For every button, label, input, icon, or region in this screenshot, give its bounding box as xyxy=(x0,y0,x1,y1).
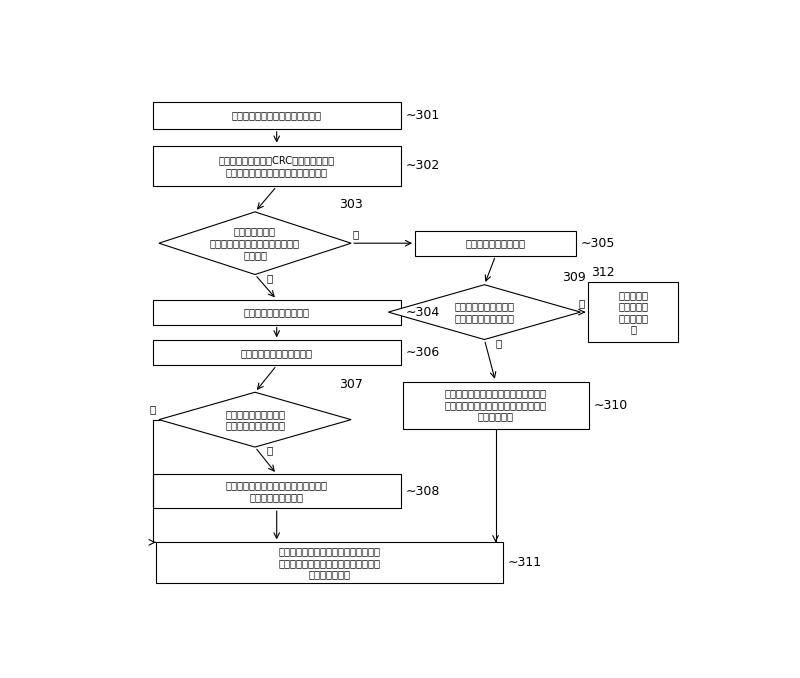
Text: 否: 否 xyxy=(352,229,358,239)
Text: 确定链路连接状态不稳定: 确定链路连接状态不稳定 xyxy=(244,307,310,317)
Text: ∼301: ∼301 xyxy=(406,108,440,122)
Text: 判断当前链路能力是否
为最高级别的链路能力: 判断当前链路能力是否 为最高级别的链路能力 xyxy=(454,301,514,323)
Text: 对链路检测报文进行CRC，并在预设时间
内统计发生错误的链路检测报文的数目: 对链路检测报文进行CRC，并在预设时间 内统计发生错误的链路检测报文的数目 xyxy=(218,155,334,177)
Text: ∼306: ∼306 xyxy=(406,346,440,359)
Polygon shape xyxy=(388,285,581,340)
Text: 重新根据最高连接链路能力与对端设备
进行自动协商，以重新建立链路连接，
并结束此次操作: 重新根据最高连接链路能力与对端设备 进行自动协商，以重新建立链路连接， 并结束此… xyxy=(278,546,381,579)
Text: 将当前链路能力的下一级链路能力配置
为最高连接链路能力: 将当前链路能力的下一级链路能力配置 为最高连接链路能力 xyxy=(226,481,328,502)
Text: 是: 是 xyxy=(266,273,273,283)
Text: ∼308: ∼308 xyxy=(406,485,440,498)
FancyBboxPatch shape xyxy=(153,474,401,508)
FancyBboxPatch shape xyxy=(153,300,401,325)
Text: 确定链路连接状态稳定: 确定链路连接状态稳定 xyxy=(466,238,526,248)
Text: 判断发生错误的
链路检测报文的数目是否大于错误
计数阙值: 判断发生错误的 链路检测报文的数目是否大于错误 计数阙值 xyxy=(210,226,300,260)
Text: 否: 否 xyxy=(495,338,502,348)
Text: 判断当前链路能力是否
为最低级别的链路能力: 判断当前链路能力是否 为最低级别的链路能力 xyxy=(225,409,285,431)
Text: 保持当前链
路连接，并
结束此次操
作: 保持当前链 路连接，并 结束此次操 作 xyxy=(618,290,648,334)
Polygon shape xyxy=(159,393,351,447)
FancyBboxPatch shape xyxy=(153,102,401,129)
Text: 309: 309 xyxy=(562,271,586,283)
Text: 是: 是 xyxy=(150,404,156,414)
Text: 312: 312 xyxy=(591,266,615,279)
FancyBboxPatch shape xyxy=(402,382,589,428)
FancyBboxPatch shape xyxy=(588,282,678,342)
Polygon shape xyxy=(159,212,351,275)
Text: 307: 307 xyxy=(338,378,362,391)
Text: ∼311: ∼311 xyxy=(508,556,542,570)
Text: ∼310: ∼310 xyxy=(594,399,628,412)
Text: 断开与对端设备的链路连接，并将当前
链路能力的上一级链路能力配置为最高
连接链路能力: 断开与对端设备的链路连接，并将当前 链路能力的上一级链路能力配置为最高 连接链路… xyxy=(445,388,546,422)
FancyBboxPatch shape xyxy=(153,146,401,186)
Text: ∼304: ∼304 xyxy=(406,306,440,319)
Text: 303: 303 xyxy=(338,198,362,211)
FancyBboxPatch shape xyxy=(415,231,576,256)
Text: ∼302: ∼302 xyxy=(406,159,440,172)
Text: 否: 否 xyxy=(266,445,273,456)
Text: 接收对端设备发送的链路检测报文: 接收对端设备发送的链路检测报文 xyxy=(232,111,322,120)
Text: 是: 是 xyxy=(578,298,585,308)
FancyBboxPatch shape xyxy=(153,340,401,365)
Text: 断开与对端设备的链路连接: 断开与对端设备的链路连接 xyxy=(241,348,313,358)
FancyBboxPatch shape xyxy=(156,542,503,583)
Text: ∼305: ∼305 xyxy=(581,237,615,250)
